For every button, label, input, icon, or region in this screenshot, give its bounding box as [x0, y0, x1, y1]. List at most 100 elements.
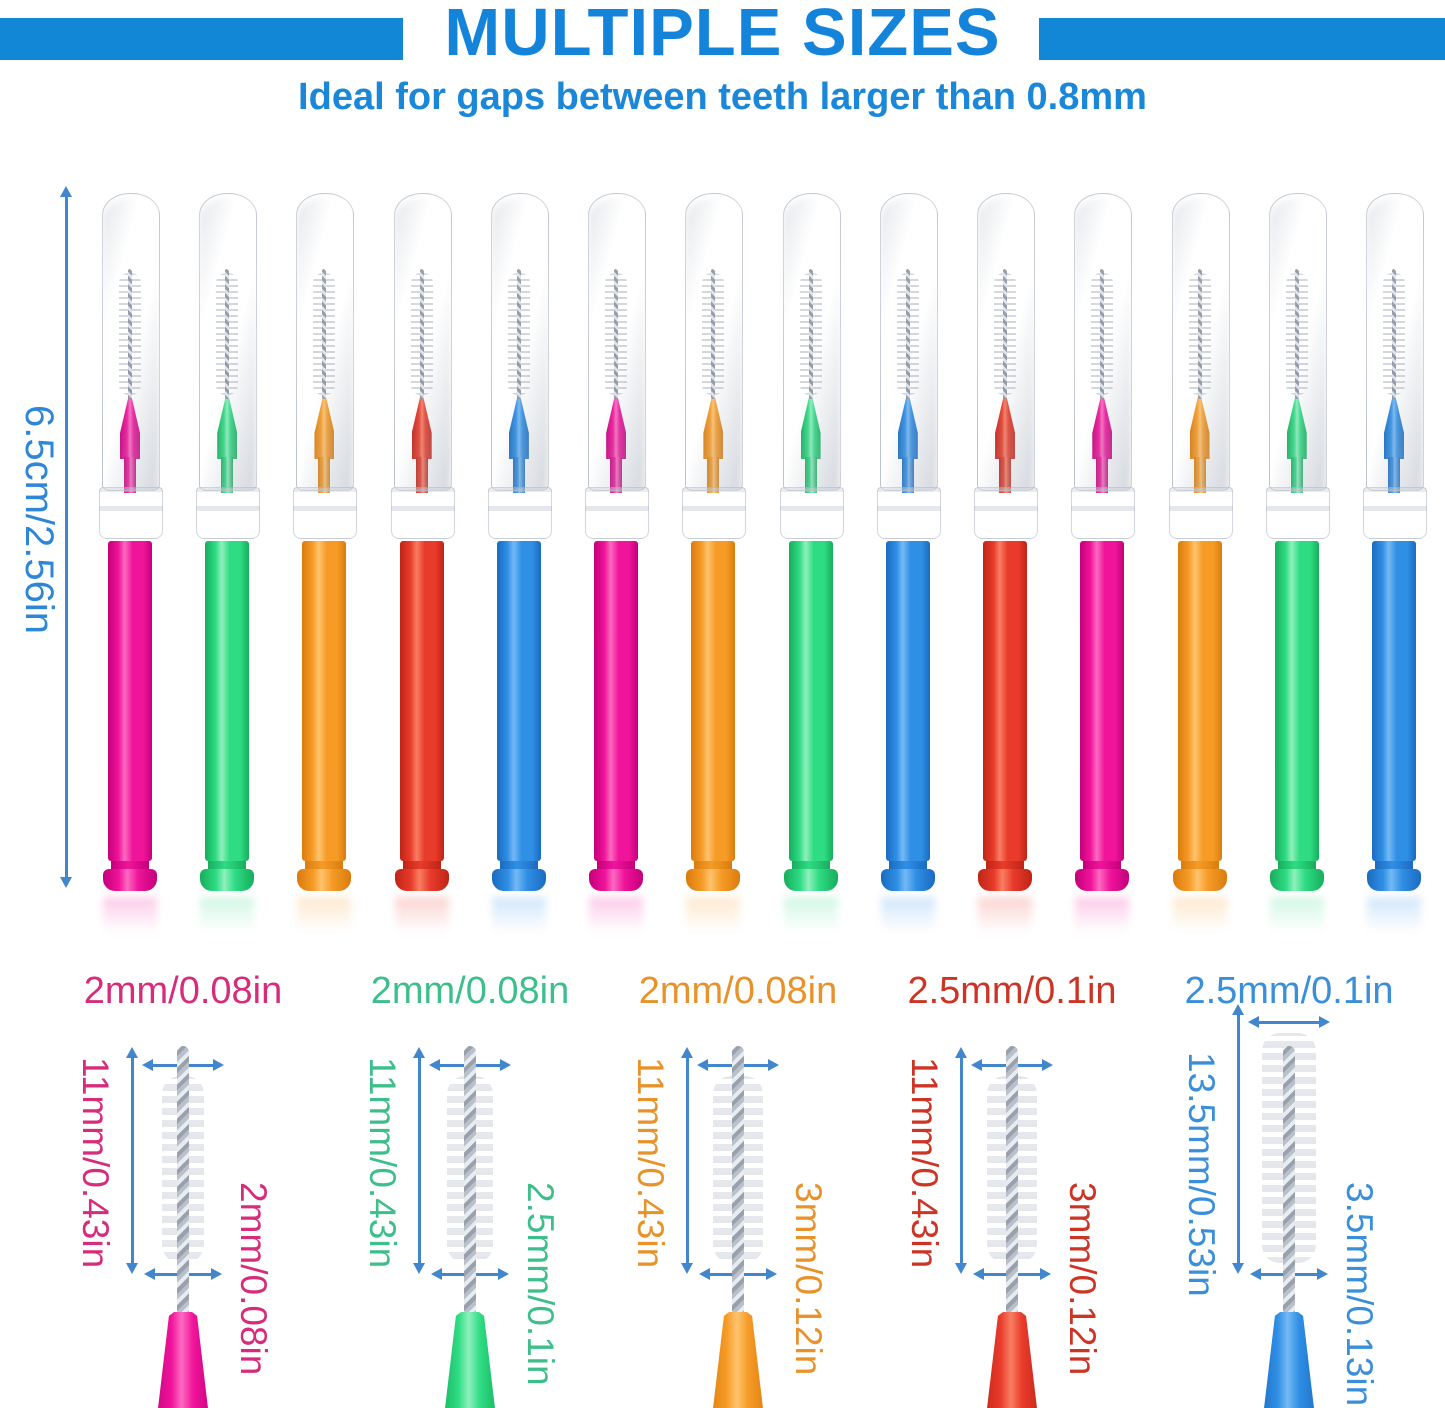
clear-cap [393, 193, 452, 491]
overview-section: 6.5cm/2.56in [0, 185, 1445, 945]
brush-handle [108, 541, 152, 861]
reflection [394, 897, 449, 939]
reflection [880, 897, 935, 939]
brush-tip-cone [995, 397, 1016, 459]
clear-cap [296, 193, 355, 491]
cap-skirt [876, 487, 941, 539]
interdental-brush-red [374, 185, 470, 945]
reflection [200, 897, 255, 939]
brush-handle [788, 541, 833, 861]
brush-length-label: 11mm/0.43in [362, 1057, 403, 1269]
brush-tip-cone [800, 397, 821, 459]
brush-bristle [799, 269, 822, 399]
reflection [491, 897, 546, 939]
brush-handle [691, 541, 736, 861]
clear-cap [199, 193, 258, 491]
handle-notch [111, 861, 149, 871]
brush-bristle [896, 269, 919, 399]
brush-bristle [1285, 269, 1308, 399]
reflection [1075, 897, 1130, 939]
reflection [1172, 897, 1227, 939]
brush-diameter-label: 2mm/0.08in [233, 1182, 274, 1376]
brush-length-arrow-icon [681, 1047, 693, 1274]
clear-cap [1171, 193, 1230, 491]
brush-tip-cone [1383, 397, 1404, 459]
cap-skirt [974, 487, 1039, 539]
handle-foot [589, 869, 644, 891]
reflection [589, 897, 644, 939]
brush-handle [594, 541, 639, 861]
clear-cap [685, 193, 744, 491]
twisted-wire [464, 1046, 476, 1316]
clear-cap [102, 193, 160, 491]
interdental-brush-blue [860, 185, 956, 945]
brush-length-arrow-icon [126, 1047, 138, 1274]
brush-diameter-label: 3mm/0.12in [1062, 1182, 1103, 1376]
brush-detail-group-green: 2mm/0.08in 11mm/0.43in 2.5mm/0.1in [330, 960, 610, 1408]
handle-notch [499, 861, 538, 871]
brush-detail-group-red: 2.5mm/0.1in 11mm/0.43in 3mm/0.12in [872, 960, 1152, 1408]
title-bar-right [1039, 18, 1445, 60]
clear-cap [782, 193, 841, 491]
handle-notch [1083, 861, 1122, 871]
cap-skirt [682, 487, 747, 539]
reflection [103, 897, 157, 939]
twisted-wire [177, 1046, 189, 1316]
brush-bristle [410, 269, 433, 399]
interdental-brush-orange [276, 185, 372, 945]
brush-diameter-label: 3mm/0.12in [788, 1182, 829, 1376]
brush-handle [1371, 541, 1416, 861]
handle-foot [1172, 869, 1227, 891]
clear-cap [977, 193, 1036, 491]
brush-handle [496, 541, 541, 861]
cap-skirt [585, 487, 650, 539]
cap-skirt [487, 487, 552, 539]
brush-handle [1274, 541, 1319, 861]
brush-handle [205, 541, 250, 861]
handle-foot [978, 869, 1033, 891]
interdental-brush-red [957, 185, 1053, 945]
handle-notch [402, 861, 441, 871]
clear-cap [1365, 193, 1424, 491]
tip-width-label: 2mm/0.08in [83, 970, 283, 1012]
brush-bristle [994, 269, 1017, 399]
brush-length-label: 11mm/0.43in [630, 1057, 671, 1269]
brush-bristle [507, 269, 530, 399]
handle-foot [1366, 869, 1421, 891]
clear-cap [1268, 193, 1327, 491]
reflection [978, 897, 1033, 939]
cap-skirt [1265, 487, 1330, 539]
brush-length-label: 13.5mm/0.53in [1181, 1052, 1222, 1297]
cap-skirt [390, 487, 455, 539]
overall-length-label: 6.5cm/2.56in [17, 405, 61, 635]
tip-width-arrow-icon [1248, 1016, 1330, 1028]
cap-skirt [99, 487, 163, 539]
reflection [1366, 897, 1421, 939]
brush-bristle [119, 269, 141, 399]
handle-tip-cone [987, 1312, 1037, 1408]
brush-diameter-label: 3.5mm/0.13in [1339, 1182, 1380, 1407]
handle-tip-cone [1264, 1312, 1314, 1408]
reflection [686, 897, 741, 939]
cap-skirt [1071, 487, 1136, 539]
clear-cap [1074, 193, 1133, 491]
handle-notch [1277, 861, 1316, 871]
clear-cap [588, 193, 647, 491]
brush-handle [1177, 541, 1222, 861]
brush-handle [885, 541, 930, 861]
interdental-brush-blue [1346, 185, 1442, 945]
brush-detail-group-pink: 2mm/0.08in 11mm/0.43in 2mm/0.08in [43, 960, 323, 1408]
brush-handle [302, 541, 347, 861]
interdental-brush-blue [471, 185, 567, 945]
brush-bristle [1382, 269, 1405, 399]
twisted-wire [1283, 1046, 1295, 1316]
brush-tip-cone [606, 397, 627, 459]
handle-foot [297, 869, 352, 891]
handle-foot [783, 869, 838, 891]
handle-notch [1374, 861, 1413, 871]
interdental-brush-pink [568, 185, 664, 945]
overall-length-arrow-icon [60, 186, 72, 888]
brush-tip-cone [508, 397, 529, 459]
handle-notch [694, 861, 733, 871]
